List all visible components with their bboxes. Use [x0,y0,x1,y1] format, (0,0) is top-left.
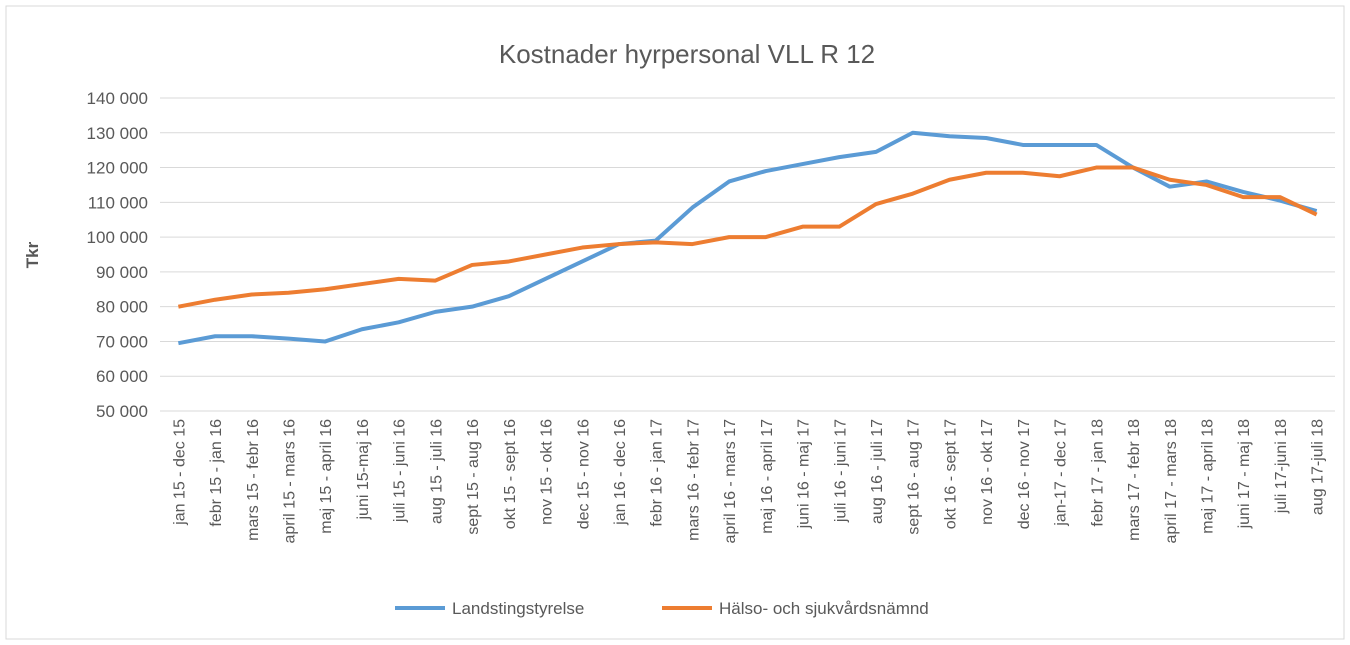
x-tick-label: aug 16 - juli 17 [869,419,886,524]
x-tick-label: juli 15 - juni 16 [392,419,409,523]
y-tick-label: 90 000 [96,263,148,282]
x-tick-label: jan 15 - dec 15 [171,419,188,526]
x-tick-label: juli 16 - juni 17 [832,419,849,523]
x-tick-label: okt 15 - sept 16 [502,419,519,529]
y-tick-label: 130 000 [87,124,148,143]
x-tick-label: aug 15 - juli 16 [428,419,445,524]
legend-label: Landstingstyrelse [452,599,584,618]
x-tick-label: nov 15 - okt 16 [539,419,556,525]
y-tick-label: 110 000 [88,193,148,212]
x-tick-label: maj 17 - april 18 [1199,419,1216,534]
x-tick-label: dec 15 - nov 16 [575,419,592,529]
x-tick-label: dec 16 - nov 17 [1016,419,1033,529]
y-tick-label: 100 000 [87,228,148,247]
x-tick-label: sept 16 - aug 17 [906,419,923,535]
x-tick-label: nov 16 - okt 17 [979,419,996,525]
x-tick-label: juni 17 - maj 18 [1236,419,1253,529]
x-tick-label: febr 17 - jan 18 [1089,419,1106,527]
x-tick-label: juni 16 - maj 17 [796,419,813,529]
x-tick-label: mars 17 - febr 18 [1126,419,1143,541]
chart-title: Kostnader hyrpersonal VLL R 12 [499,39,875,69]
y-axis-label: Tkr [23,241,42,268]
x-tick-label: april 17 - mars 18 [1163,419,1180,544]
x-tick-label: april 15 - mars 16 [282,419,299,544]
chart-frame [5,5,1345,640]
x-tick-label: maj 15 - april 16 [318,419,335,534]
x-tick-label: aug 17-juli 18 [1310,419,1327,515]
x-tick-label: febr 16 - jan 17 [649,419,666,527]
x-tick-label: mars 16 - febr 17 [685,419,702,541]
x-tick-label: mars 15 - febr 16 [245,419,262,541]
y-tick-label: 140 000 [87,89,148,108]
x-tick-label: febr 15 - jan 16 [208,419,225,527]
x-tick-label: juni 15-maj 16 [355,419,372,521]
x-tick-label: sept 15 - aug 16 [465,419,482,535]
y-tick-label: 60 000 [96,367,148,386]
x-tick-label: jan-17 - dec 17 [1053,419,1070,527]
x-tick-label: okt 16 - sept 17 [942,419,959,529]
legend-label: Hälso- och sjukvårdsnämnd [719,599,929,618]
x-tick-label: juli 17-juni 18 [1273,419,1290,514]
x-tick-label: april 16 - mars 17 [722,419,739,544]
line-series [177,130,1318,346]
y-tick-label: 120 000 [87,159,148,178]
y-tick-label: 80 000 [96,298,148,317]
x-tick-label: maj 16 - april 17 [759,419,776,534]
y-tick-label: 70 000 [96,332,148,351]
x-tick-label: jan 16 - dec 16 [612,419,629,526]
line-series [177,165,1318,309]
y-tick-label: 50 000 [96,402,148,421]
